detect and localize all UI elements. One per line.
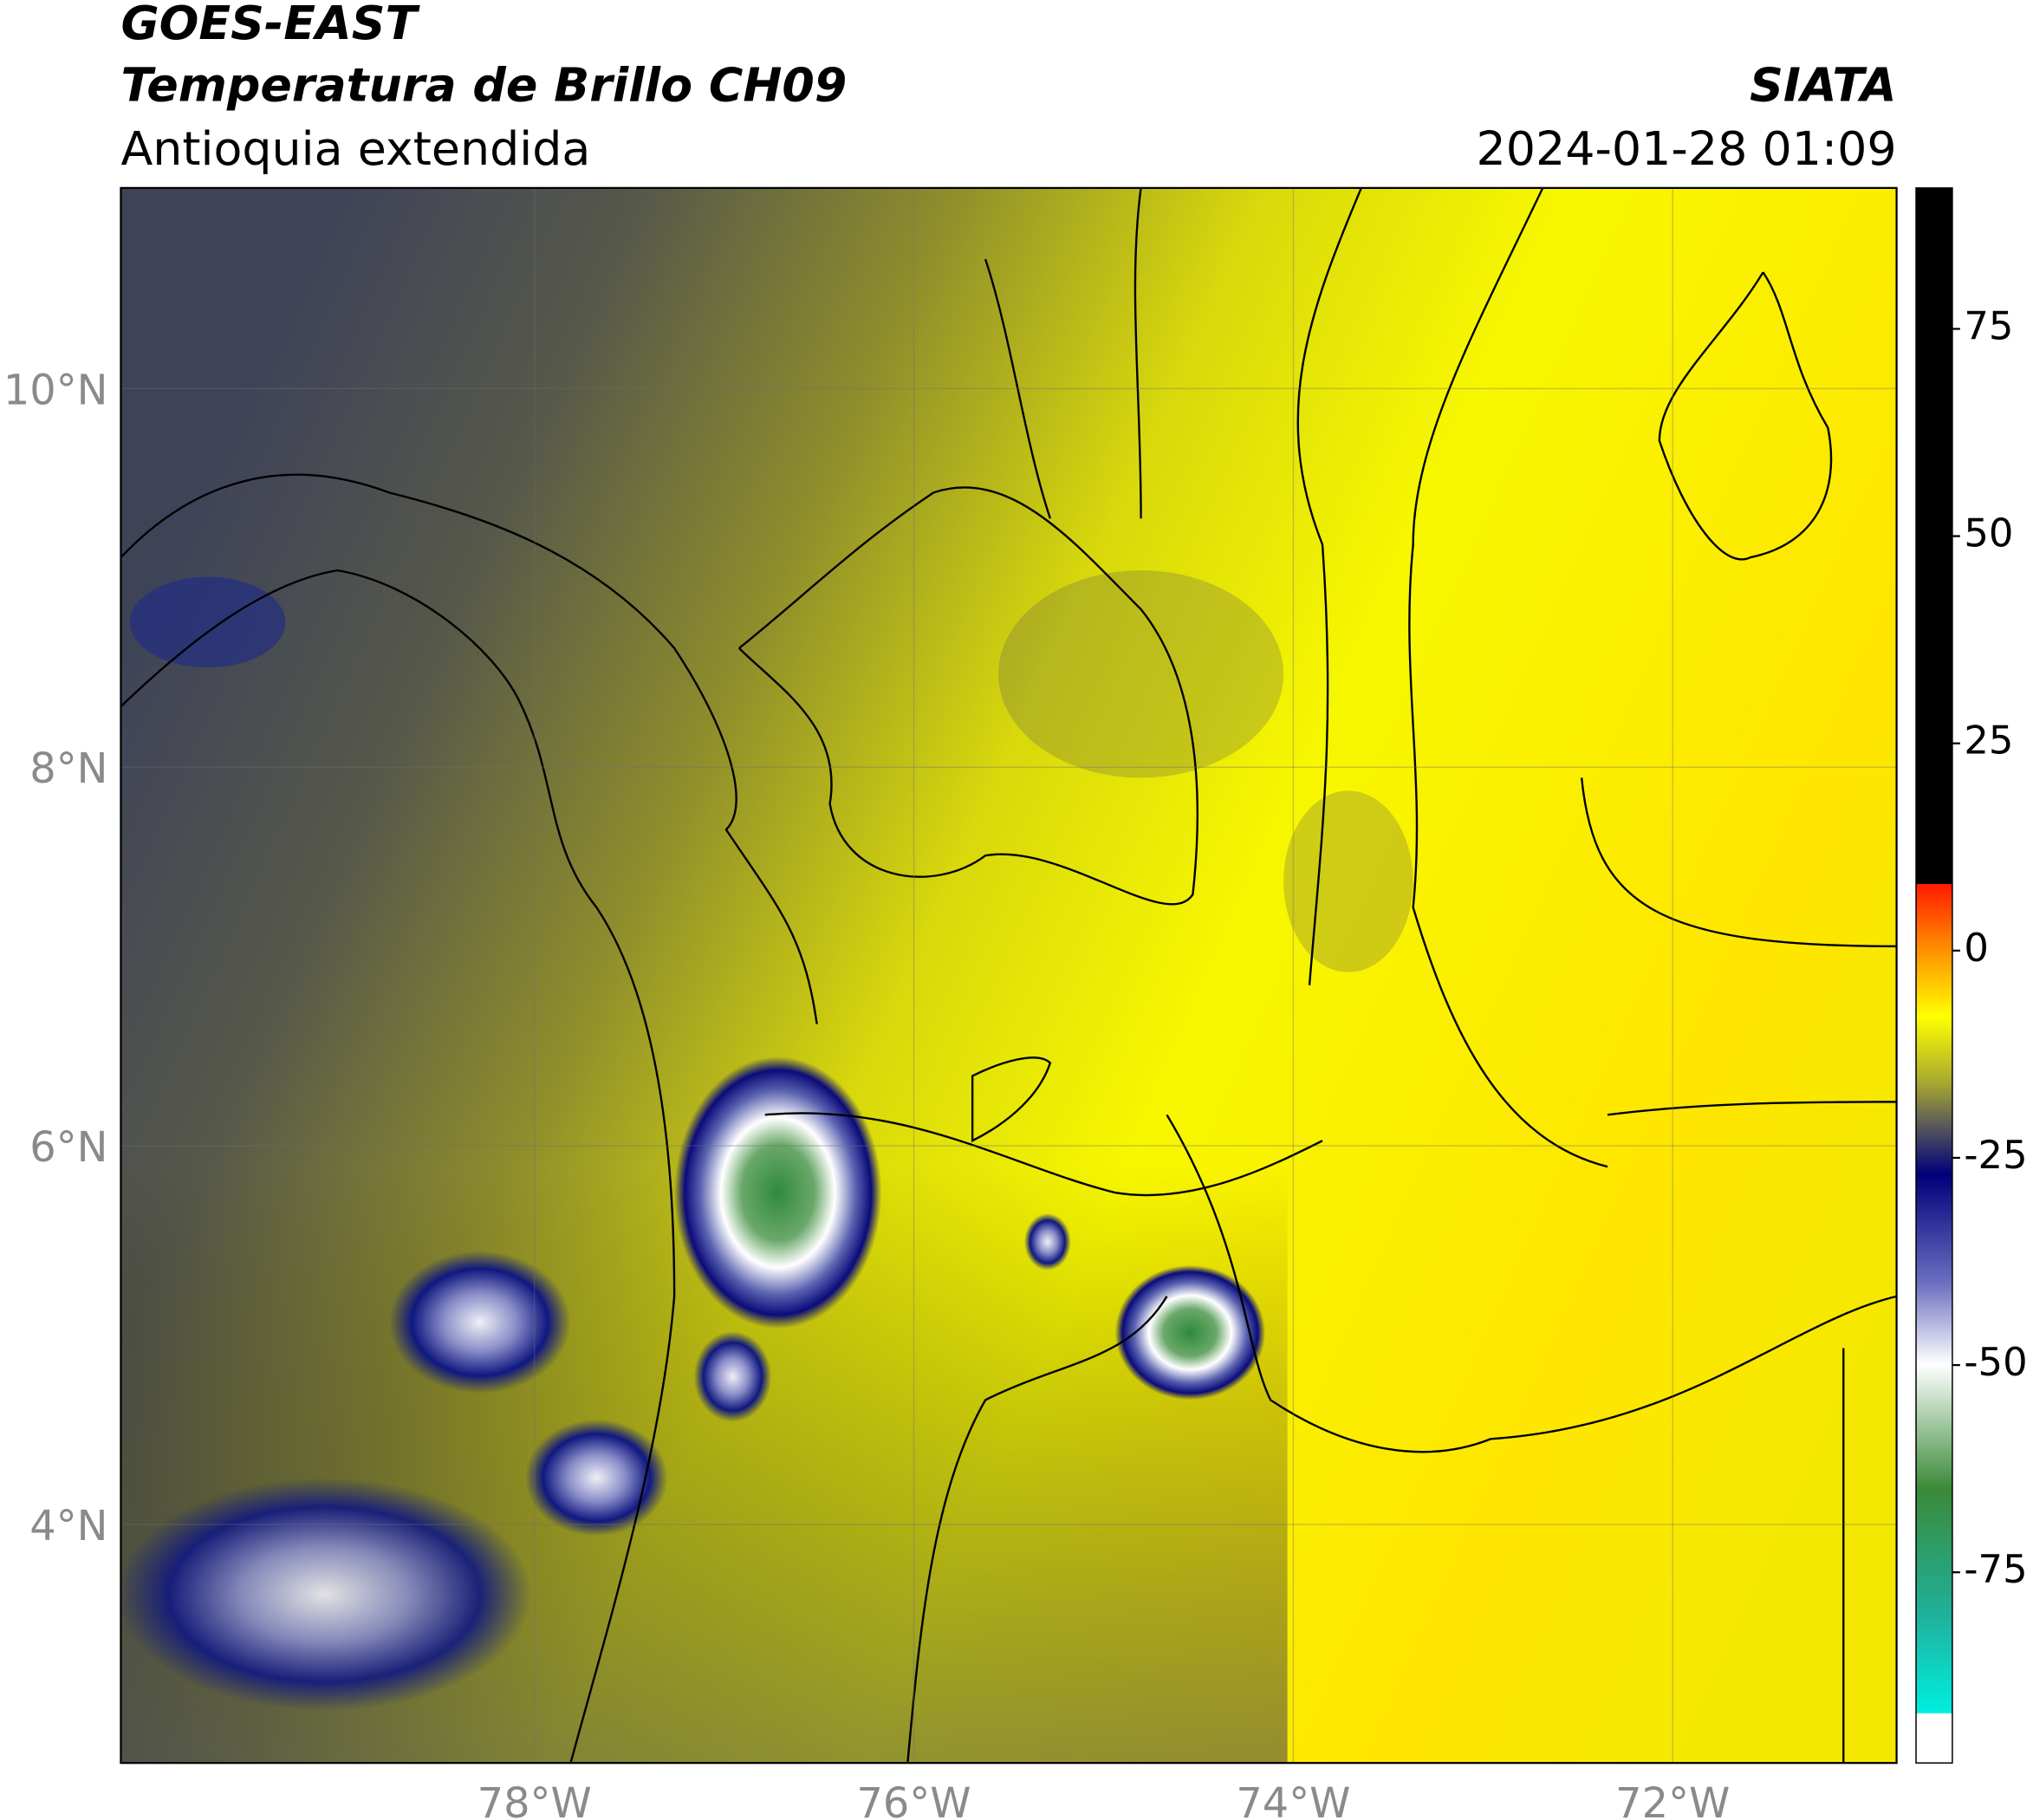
graticule (120, 187, 1897, 1764)
lon-tick-label: 78°W (477, 1780, 592, 1820)
colorbar-tick-label: 0 (1964, 925, 1989, 971)
map-frame (120, 186, 1898, 1765)
subtitle: Antioquia extendida (120, 121, 590, 176)
colorbar-tick-label: -75 (1964, 1546, 2027, 1592)
lon-tick-label: 74°W (1236, 1780, 1350, 1820)
colorbar-tick-label: 50 (1964, 510, 2013, 556)
colorbar-tick-label: -50 (1964, 1339, 2027, 1385)
colorbar-tick-label: 25 (1964, 718, 2013, 764)
title-line2: Temperatura de Brillo CH09 (120, 58, 847, 113)
colorbar-tick-label: -25 (1964, 1132, 2027, 1178)
satellite-image (120, 187, 1897, 1764)
borders (120, 187, 1897, 1764)
colorbar (1915, 187, 1953, 1764)
title-line1: GOES-EAST (120, 0, 420, 50)
lon-tick-label: 76°W (856, 1780, 971, 1820)
lat-tick-label: 10°N (3, 367, 108, 414)
lat-tick-label: 6°N (29, 1124, 107, 1172)
lat-tick-label: 8°N (29, 745, 107, 793)
source: SIATA (1750, 58, 1897, 113)
timestamp: 2024-01-28 01:09 (1477, 121, 1897, 176)
lat-tick-label: 4°N (29, 1503, 107, 1550)
lon-tick-label: 72°W (1615, 1780, 1730, 1820)
colorbar-tick-label: 75 (1964, 302, 2013, 348)
